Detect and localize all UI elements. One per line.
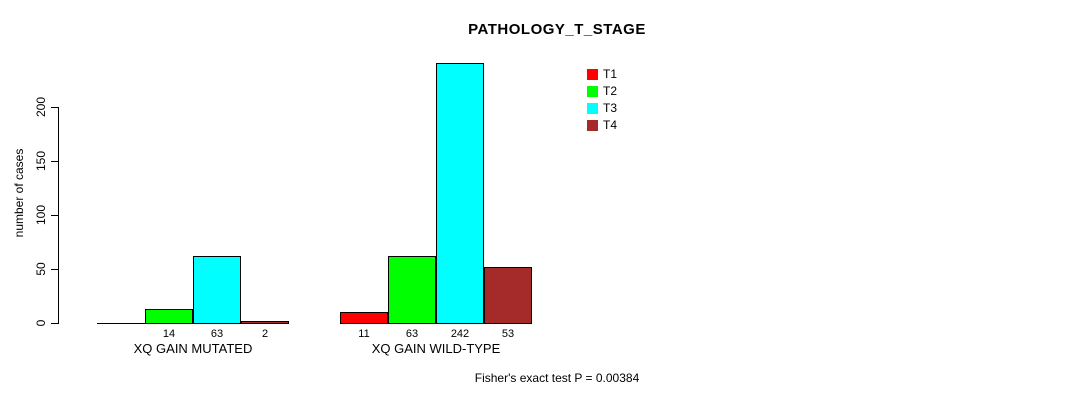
y-tick-mark xyxy=(51,107,58,108)
y-tick-label: 200 xyxy=(34,96,48,118)
bar-t4 xyxy=(241,321,289,324)
y-tick-label: 150 xyxy=(34,150,48,172)
y-axis-line xyxy=(58,107,59,324)
bar-value-label: 14 xyxy=(162,328,176,340)
legend: T1 T2 T3 T4 xyxy=(587,66,617,134)
legend-item-t1: T1 xyxy=(587,66,617,83)
legend-item-t4: T4 xyxy=(587,117,617,134)
y-axis-label: number of cases xyxy=(12,148,26,238)
legend-swatch-t3 xyxy=(587,103,598,114)
legend-label: T1 xyxy=(603,67,618,81)
bar-value-label: 63 xyxy=(405,328,419,340)
legend-swatch-t4 xyxy=(587,120,598,131)
footnote-pvalue: Fisher's exact test P = 0.00384 xyxy=(474,371,640,385)
y-tick-label: 50 xyxy=(34,262,48,276)
legend-item-t3: T3 xyxy=(587,100,617,117)
chart-title: PATHOLOGY_T_STAGE xyxy=(468,21,646,38)
legend-swatch-t1 xyxy=(587,69,598,80)
legend-item-t2: T2 xyxy=(587,83,617,100)
y-tick-mark xyxy=(51,161,58,162)
legend-label: T3 xyxy=(603,101,618,115)
bar-value-label: 242 xyxy=(450,328,470,340)
bar-value-label: 11 xyxy=(358,328,370,340)
group-label: XQ GAIN WILD-TYPE xyxy=(371,341,501,356)
y-tick-mark xyxy=(51,323,58,324)
group-label: XQ GAIN MUTATED xyxy=(133,341,253,356)
bar-t2 xyxy=(388,256,436,324)
bar-t2 xyxy=(145,309,193,324)
bar-value-label: 2 xyxy=(261,328,269,340)
bar-value-label: 53 xyxy=(501,328,515,340)
legend-label: T4 xyxy=(603,118,618,132)
y-tick-mark xyxy=(51,215,58,216)
bar-value-label: 63 xyxy=(210,328,224,340)
y-tick-label: 100 xyxy=(34,204,48,226)
y-tick-mark xyxy=(51,269,58,270)
legend-swatch-t2 xyxy=(587,86,598,97)
bar-t1 xyxy=(340,312,388,324)
bar-t3 xyxy=(436,63,484,324)
bar-t4 xyxy=(484,267,532,324)
y-tick-label: 0 xyxy=(34,319,48,327)
bar-t3 xyxy=(193,256,241,324)
legend-label: T2 xyxy=(603,84,618,98)
